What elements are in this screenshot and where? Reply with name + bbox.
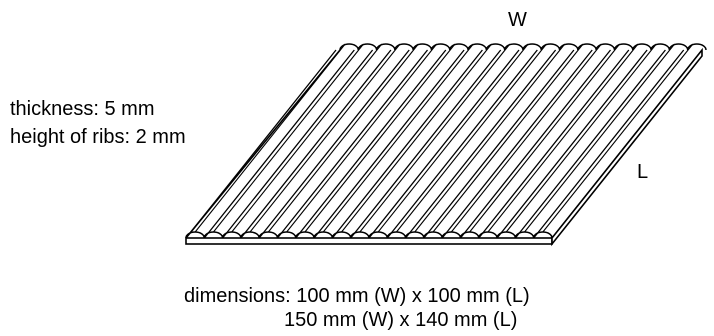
rib-crest-line xyxy=(359,43,511,233)
sheet-back-edge xyxy=(339,43,707,51)
rib-line xyxy=(423,49,575,239)
rib-crest-line xyxy=(322,43,474,233)
rib-line xyxy=(478,49,630,239)
rib-crest-line xyxy=(341,43,492,233)
rib-crest-line xyxy=(377,43,529,233)
dimensions-line-1: dimensions: 100 mm (W) x 100 mm (L) xyxy=(184,284,530,308)
rib-line xyxy=(276,49,429,239)
rib-crest-line xyxy=(432,43,584,233)
rib-line xyxy=(368,49,520,239)
rib-line xyxy=(514,49,666,239)
rib-crest-line xyxy=(267,43,419,233)
rib-line xyxy=(405,49,557,239)
rib-crest-line xyxy=(286,43,438,233)
dimensions-option-1: 100 mm (W) x 100 mm (L) xyxy=(296,285,530,307)
width-label: W xyxy=(508,9,527,31)
rib-crest-line xyxy=(505,43,657,233)
rib-line xyxy=(441,49,593,239)
rib-line xyxy=(222,49,374,239)
rib-line xyxy=(240,49,392,239)
rib-crest-line xyxy=(487,43,639,233)
rib-crest-line xyxy=(542,43,694,233)
rib-crest-line xyxy=(450,43,602,233)
rib-line xyxy=(386,49,538,239)
ribbed-sheet xyxy=(185,43,707,247)
rib-line xyxy=(459,49,612,239)
sheet-left-edge xyxy=(185,49,341,239)
rib-height-label: height of ribs: 2 mm xyxy=(10,126,186,148)
rib-crest-line xyxy=(396,43,547,233)
rib-line xyxy=(496,49,648,239)
dimensions-line-2: 150 mm (W) x 140 mm (L) xyxy=(284,308,517,332)
sheet-front-face xyxy=(185,237,553,245)
rib-line xyxy=(203,49,355,239)
rib-crest-line xyxy=(469,43,621,233)
rib-line xyxy=(350,49,502,239)
dimensions-option-2: 150 mm (W) x 140 mm (L) xyxy=(284,309,518,331)
thickness-label: thickness: 5 mm xyxy=(10,98,155,120)
rib-line xyxy=(258,49,410,239)
rib-line xyxy=(313,49,465,239)
rib-crest-line xyxy=(249,43,401,233)
sheet-right-face xyxy=(551,47,703,247)
rib-line xyxy=(331,49,483,239)
dimensions-prefix: dimensions: xyxy=(184,285,291,307)
length-label: L xyxy=(637,161,649,183)
rib-crest-line xyxy=(524,43,675,233)
rib-crest-line xyxy=(304,43,456,233)
rib-crest-line xyxy=(213,43,364,233)
rib-line xyxy=(295,49,447,239)
rib-line xyxy=(533,49,685,239)
rib-crest-line xyxy=(231,43,383,233)
rib-crest-line xyxy=(414,43,566,233)
